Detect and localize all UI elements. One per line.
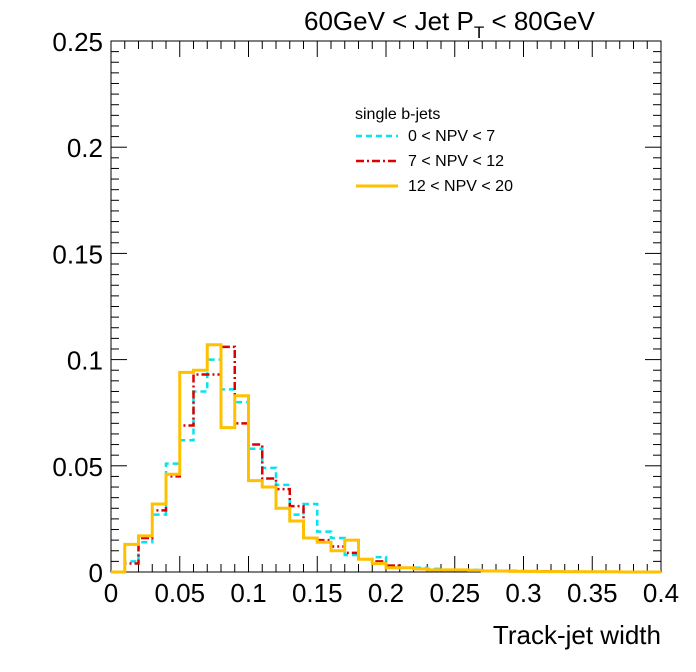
legend: single b-jets 0 < NPV < 7 7 < NPV < 12 12 …	[355, 106, 513, 195]
axis-ticks	[110, 40, 662, 573]
series-line-3	[111, 343, 661, 574]
x-tick-label: 0.15	[292, 578, 343, 608]
y-tick-label: 0.25	[52, 27, 103, 57]
x-tick-label: 0.2	[368, 578, 404, 608]
legend-label-1: 0 < NPV < 7	[408, 128, 495, 145]
y-tick-label: 0.15	[52, 239, 103, 269]
series-line-2	[111, 345, 661, 574]
y-tick-label: 0.2	[67, 133, 103, 163]
tick-labels: 0 0.05 0.1 0.15 0.2 0.25 0.3 0.35 0.4 0 0.05 0.1 0.1…	[52, 27, 679, 608]
legend-label-2: 7 < NPV < 12	[408, 153, 504, 170]
x-axis-title: Track-jet width	[493, 620, 661, 650]
x-tick-label: 0.4	[643, 578, 679, 608]
series-layer	[111, 343, 661, 574]
legend-header: single b-jets	[355, 106, 440, 123]
x-tick-label: 0.35	[567, 578, 618, 608]
chart-title: 60GeV < Jet PT < 80GeV	[304, 6, 595, 42]
legend-label-3: 12 < NPV < 20	[408, 178, 513, 195]
x-tick-label: 0.05	[154, 578, 205, 608]
x-tick-label: 0	[104, 578, 118, 608]
x-tick-label: 0.3	[505, 578, 541, 608]
x-tick-label: 0.25	[429, 578, 480, 608]
y-tick-label: 0.1	[67, 346, 103, 376]
y-tick-label: 0	[89, 558, 103, 588]
y-tick-label: 0.05	[52, 452, 103, 482]
x-tick-label: 0.1	[230, 578, 266, 608]
